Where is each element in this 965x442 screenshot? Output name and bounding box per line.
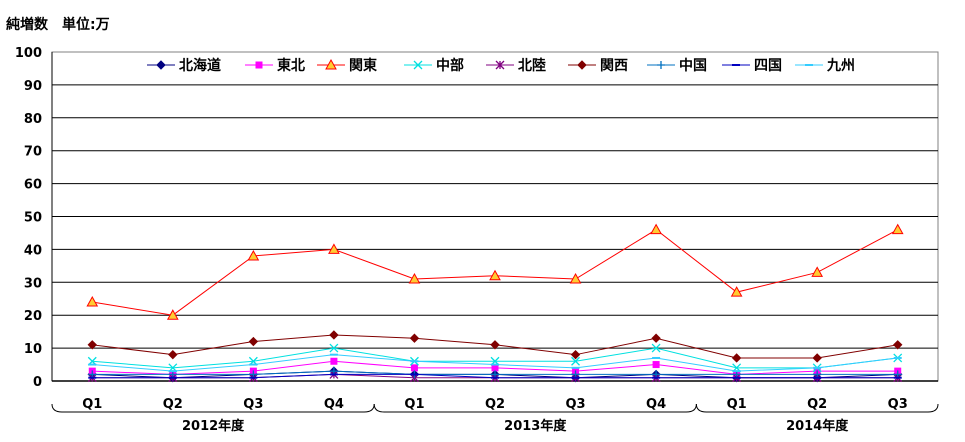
x-tick-label: Q4	[646, 397, 666, 412]
data-point	[247, 249, 260, 261]
x-tick-label: Q3	[243, 397, 263, 412]
legend-label: 四国	[754, 58, 782, 74]
data-point	[166, 309, 179, 320]
legend-item: 関西	[568, 58, 628, 74]
data-point	[329, 343, 339, 353]
x-tick-label: Q1	[404, 397, 424, 412]
group-bracket	[695, 403, 939, 413]
legend-item: 中国	[647, 57, 707, 74]
x-tick-label: Q1	[82, 397, 102, 412]
legend-label: 関西	[600, 58, 628, 74]
x-tick-label: Q1	[727, 397, 747, 412]
x-tick-label: Q4	[324, 397, 344, 412]
data-point	[811, 266, 824, 277]
data-point	[652, 361, 660, 369]
legend-label: 九州	[826, 58, 855, 74]
data-point	[491, 364, 499, 372]
group-label: 2013年度	[504, 418, 567, 434]
data-point	[87, 340, 97, 350]
y-tick-label: 50	[24, 211, 42, 226]
data-point	[891, 223, 904, 235]
legend-swatch-marker	[156, 60, 166, 70]
data-point	[86, 296, 99, 307]
legend-label: 北海道	[179, 57, 221, 74]
data-point	[571, 356, 581, 366]
group-label: 2014年度	[786, 418, 849, 434]
data-point	[330, 357, 338, 365]
legend-item: 九州	[795, 58, 855, 74]
legend-label: 東北	[277, 57, 305, 74]
x-tick-label: Q2	[485, 397, 505, 412]
data-point	[329, 330, 339, 340]
data-point	[248, 336, 259, 347]
data-point	[651, 343, 661, 353]
data-point	[168, 349, 178, 360]
legend-label: 北陸	[518, 57, 546, 74]
data-point	[569, 272, 582, 284]
legend-swatch-marker	[657, 61, 665, 69]
group-bracket	[373, 403, 697, 413]
data-point	[730, 286, 743, 297]
data-point	[410, 364, 418, 372]
unit-label: 純増数 単位:万	[6, 17, 110, 33]
y-tick-label: 40	[24, 243, 42, 258]
y-tick-label: 0	[33, 375, 42, 390]
series-九州	[88, 353, 902, 373]
legend-swatch-marker	[577, 60, 587, 70]
legend-item: 四国	[722, 58, 782, 74]
y-tick-label: 20	[24, 309, 42, 324]
data-point	[651, 333, 661, 343]
data-point	[812, 353, 822, 363]
x-tick-label: Q3	[565, 397, 585, 412]
legend-label: 中部	[436, 57, 464, 74]
group-label: 2012年度	[182, 418, 245, 434]
y-tick-label: 100	[15, 46, 42, 61]
series-関西	[87, 330, 903, 363]
data-point	[570, 349, 581, 360]
y-tick-label: 10	[24, 342, 42, 357]
legend-label: 中国	[679, 57, 707, 74]
legend-item: 北陸	[486, 57, 546, 74]
group-bracket	[51, 403, 375, 413]
data-point	[409, 333, 420, 343]
data-point	[731, 353, 742, 363]
series-関東	[86, 223, 904, 320]
legend-swatch-marker	[325, 58, 337, 70]
y-tick-label: 30	[24, 276, 42, 291]
data-point	[893, 340, 903, 350]
legend-swatch-marker	[495, 60, 505, 70]
legend-item: 関東	[317, 57, 377, 74]
data-point	[489, 269, 501, 281]
y-tick-label: 70	[24, 145, 42, 160]
legend-swatch-marker	[255, 61, 263, 69]
y-tick-label: 60	[24, 178, 42, 193]
data-point	[650, 223, 662, 235]
y-tick-label: 90	[24, 79, 42, 94]
data-point	[490, 340, 500, 350]
legend-label: 関東	[349, 57, 377, 74]
series-四国	[88, 373, 902, 379]
legend-item: 中部	[404, 57, 464, 74]
legend-item: 北海道	[147, 57, 221, 74]
y-tick-label: 80	[24, 112, 42, 127]
x-tick-label: Q2	[163, 397, 183, 412]
legend-item: 東北	[245, 57, 305, 74]
data-point	[408, 272, 421, 284]
x-tick-label: Q3	[888, 397, 908, 412]
legend-swatch-marker	[413, 60, 423, 70]
data-point	[328, 243, 340, 254]
x-tick-label: Q2	[807, 397, 827, 412]
